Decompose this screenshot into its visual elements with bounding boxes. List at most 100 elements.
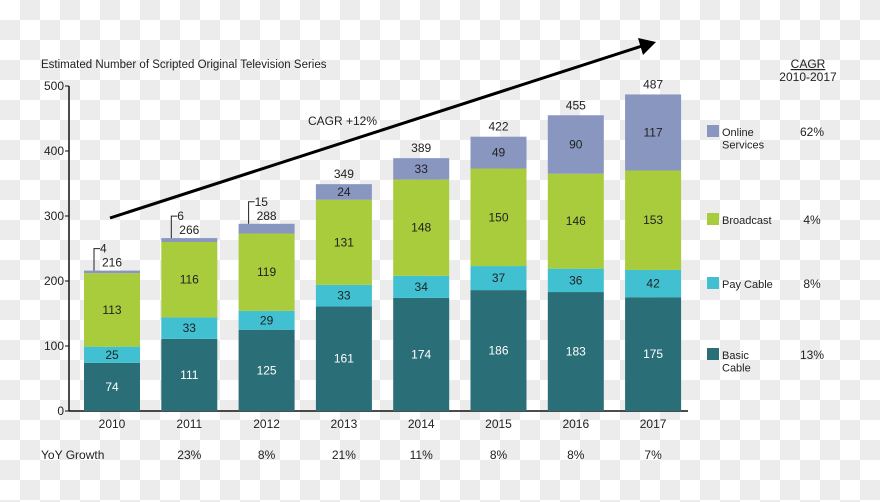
bar-segment-pay-cable — [315, 284, 372, 307]
y-tick-label: 200 — [44, 274, 64, 288]
data-label: 33 — [415, 162, 429, 176]
x-tick-label: 2014 — [408, 417, 435, 431]
chart-title: Estimated Number of Scripted Original Te… — [41, 59, 327, 71]
bar-segment-basic-cable — [393, 297, 450, 411]
data-label: 6 — [177, 209, 184, 223]
bar-segment-online-services — [84, 270, 140, 274]
bar-segment-online-services — [238, 223, 295, 234]
data-label: 119 — [257, 265, 276, 279]
data-label: 111 — [180, 368, 199, 382]
bar-segment-pay-cable — [547, 268, 604, 293]
bar-segment-pay-cable — [625, 269, 682, 298]
total-label: 216 — [102, 256, 122, 270]
data-label: 33 — [183, 321, 197, 335]
bar-segment-broadcast — [161, 242, 218, 318]
data-label: 42 — [646, 277, 660, 291]
yoy-growth-value: 8% — [258, 448, 276, 462]
data-label: 175 — [643, 347, 663, 361]
data-label: 150 — [488, 210, 508, 224]
bar-segment-online-services — [315, 184, 372, 200]
legend-swatch — [707, 277, 719, 289]
legend-label: Basic — [722, 350, 749, 362]
bar-segment-broadcast — [393, 179, 450, 276]
bar-segment-broadcast — [547, 173, 604, 269]
legend-label: Broadcast — [722, 215, 772, 227]
data-label: 36 — [569, 273, 583, 287]
yoy-growth-value: 11% — [410, 448, 433, 462]
label-leader — [93, 248, 100, 271]
bar-segment-basic-cable — [161, 338, 218, 411]
legend-label: Services — [722, 140, 765, 152]
bar-segment-broadcast — [84, 273, 140, 347]
bar-segment-online-services — [547, 115, 604, 174]
legend-header-cagr: CAGR — [791, 57, 826, 71]
y-tick-label: 400 — [44, 144, 64, 158]
bar-segment-basic-cable — [84, 362, 140, 411]
bar-segment-online-services — [393, 158, 450, 180]
data-label: 148 — [411, 221, 431, 235]
data-label: 117 — [644, 125, 663, 139]
data-label: 131 — [334, 235, 354, 249]
data-label: 113 — [102, 303, 121, 317]
data-label: 90 — [569, 138, 583, 152]
legend-swatch — [707, 348, 719, 360]
bar-segment-broadcast — [625, 170, 682, 270]
legend-swatch — [707, 125, 719, 137]
bar-segment-basic-cable — [238, 329, 295, 411]
data-label: 24 — [337, 185, 351, 199]
legend-cagr: 62% — [800, 125, 824, 139]
data-label: 4 — [100, 242, 107, 256]
legend-label: Cable — [722, 363, 751, 375]
label-leader — [248, 201, 255, 224]
data-label: 116 — [180, 273, 199, 287]
bar-segment-broadcast — [315, 199, 372, 285]
y-tick-label: 500 — [44, 79, 64, 93]
bar-segment-basic-cable — [547, 292, 604, 411]
bar-segment-basic-cable — [625, 297, 682, 411]
label-leader — [170, 215, 178, 239]
legend-label: Pay Cable — [722, 279, 773, 291]
legend-cagr: 4% — [803, 213, 821, 227]
bar-segment-pay-cable — [470, 266, 527, 291]
bar-segment-pay-cable — [161, 317, 218, 339]
yoy-label: YoY Growth — [41, 448, 104, 462]
bar-segment-broadcast — [238, 233, 295, 311]
total-label: 487 — [643, 77, 663, 91]
data-label: 161 — [334, 352, 354, 366]
total-label: 266 — [179, 223, 199, 237]
data-label: 153 — [643, 213, 663, 227]
yoy-growth-value: 21% — [332, 448, 356, 462]
cagr-annotation: CAGR +12% — [308, 114, 377, 128]
legend-cagr: 13% — [800, 348, 824, 362]
x-tick-label: 2015 — [485, 417, 512, 431]
data-label: 186 — [488, 344, 508, 358]
yoy-growth-value: 7% — [644, 448, 662, 462]
total-label: 455 — [566, 98, 586, 112]
data-label: 183 — [566, 345, 586, 359]
data-label: 125 — [257, 363, 277, 377]
x-tick-label: 2011 — [176, 417, 202, 431]
total-label: 389 — [411, 141, 431, 155]
bar-segment-broadcast — [470, 168, 527, 267]
yoy-growth-value: 8% — [490, 448, 508, 462]
data-label: 33 — [337, 289, 351, 303]
total-label: 288 — [257, 209, 277, 223]
bar-segment-pay-cable — [393, 275, 450, 298]
bar-segment-pay-cable — [238, 310, 295, 330]
bar-segment-online-services — [161, 238, 218, 242]
data-label: 29 — [260, 313, 274, 327]
x-tick-label: 2017 — [640, 417, 667, 431]
bar-segment-online-services — [470, 136, 527, 169]
data-label: 174 — [411, 347, 431, 361]
trend-arrow-head — [638, 38, 656, 55]
x-tick-label: 2016 — [562, 417, 589, 431]
bar-segment-pay-cable — [84, 346, 140, 363]
data-label: 146 — [566, 214, 586, 228]
y-tick-label: 0 — [57, 404, 64, 418]
total-label: 349 — [334, 167, 354, 181]
y-tick-label: 100 — [44, 339, 64, 353]
data-label: 49 — [492, 146, 506, 160]
data-label: 34 — [415, 280, 429, 294]
bar-segment-online-services — [625, 94, 682, 171]
